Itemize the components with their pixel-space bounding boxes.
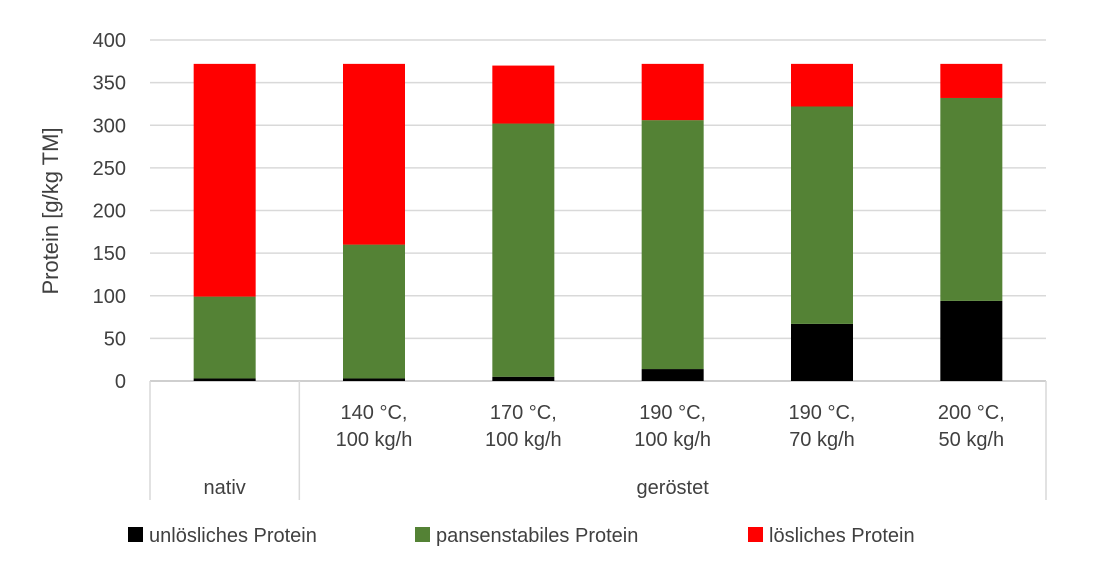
gridlines <box>150 39 1046 382</box>
bar-segment-unloesliches-4 <box>791 323 853 381</box>
y-tick-label: 400 <box>93 30 126 52</box>
y-tick-label: 150 <box>93 243 126 265</box>
category-axis: nativ geröstet 140 °C, 100 kg/h 170 °C, 100 k… <box>149 381 1047 500</box>
group-label: geröstet <box>637 477 710 499</box>
category-label: 190 °C, <box>789 402 856 424</box>
bar-segment-loesliches-2 <box>492 65 555 124</box>
legend-label: lösliches Protein <box>769 525 915 547</box>
legend: unlösliches Protein pansenstabiles Protei… <box>128 525 915 547</box>
bar-segment-pansenstabiles-1 <box>343 244 405 379</box>
bar-segment-pansenstabiles-4 <box>791 106 853 324</box>
bar-segment-pansenstabiles-2 <box>492 123 555 377</box>
bar-segment-loesliches-3 <box>641 63 704 121</box>
bar-segment-loesliches-0 <box>193 63 256 297</box>
bar-segment-unloesliches-1 <box>343 378 405 381</box>
y-tick-label: 350 <box>93 73 126 95</box>
category-label: 140 °C, <box>341 402 408 424</box>
y-tick-label: 100 <box>93 286 126 308</box>
category-label: 170 °C, <box>490 402 557 424</box>
bar-segment-loesliches-5 <box>940 63 1003 98</box>
bar-segment-unloesliches-3 <box>641 369 704 381</box>
category-label: 70 kg/h <box>789 429 855 451</box>
bar-segment-pansenstabiles-5 <box>940 97 1003 301</box>
legend-swatch <box>128 527 143 542</box>
category-label: 50 kg/h <box>939 429 1005 451</box>
bar-segment-pansenstabiles-0 <box>193 296 256 379</box>
bar-segment-loesliches-4 <box>791 63 853 107</box>
group-label: nativ <box>204 477 246 499</box>
y-tick-label: 50 <box>104 328 126 350</box>
category-label: 200 °C, <box>938 402 1005 424</box>
bar-segment-unloesliches-2 <box>492 376 555 381</box>
y-tick-label: 250 <box>93 158 126 180</box>
legend-swatch <box>415 527 430 542</box>
category-label: 100 kg/h <box>485 429 562 451</box>
y-tick-label: 300 <box>93 115 126 137</box>
y-tick-label: 200 <box>93 201 126 223</box>
legend-label: unlösliches Protein <box>149 525 317 547</box>
category-label: 100 kg/h <box>634 429 711 451</box>
bar-segment-unloesliches-0 <box>193 378 256 381</box>
legend-label: pansenstabiles Protein <box>436 525 638 547</box>
bars <box>193 63 1003 381</box>
y-axis-title: Protein [g/kg TM] <box>38 127 63 294</box>
category-label: 100 kg/h <box>336 429 413 451</box>
legend-swatch <box>748 527 763 542</box>
bar-segment-loesliches-1 <box>343 63 405 245</box>
y-axis-ticks: 0 50 100 150 200 250 300 350 400 <box>93 30 126 393</box>
bar-segment-unloesliches-5 <box>940 300 1003 381</box>
bar-segment-pansenstabiles-3 <box>641 120 704 370</box>
y-tick-label: 0 <box>115 371 126 393</box>
category-label: 190 °C, <box>639 402 706 424</box>
